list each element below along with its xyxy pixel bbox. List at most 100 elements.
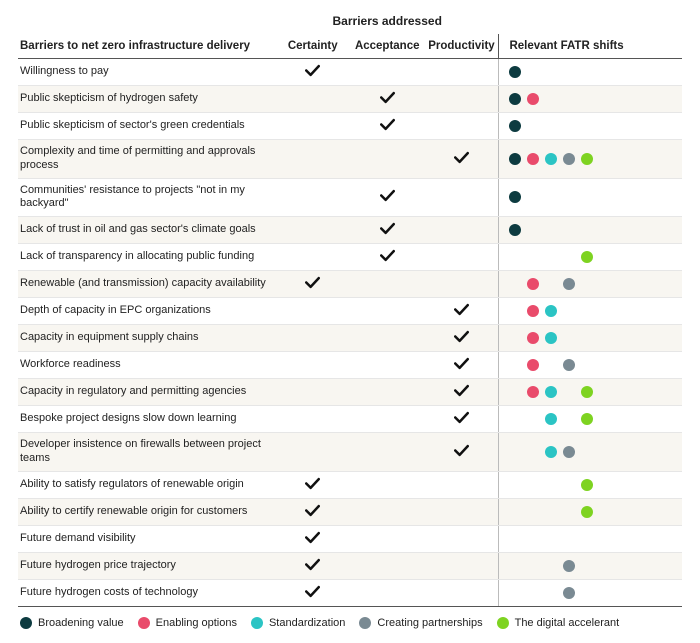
cell-acceptance — [350, 406, 424, 433]
barrier-label: Depth of capacity in EPC organizations — [18, 298, 276, 325]
table-row: Future hydrogen costs of technology — [18, 579, 682, 606]
shift-dot-standardization — [545, 305, 557, 317]
legend-label: The digital accelerant — [515, 617, 620, 629]
cell-productivity — [424, 59, 498, 86]
table-row: Future hydrogen price trajectory — [18, 552, 682, 579]
col-header-certainty: Certainty — [276, 34, 350, 59]
cell-shifts — [499, 433, 682, 472]
barrier-label: Workforce readiness — [18, 352, 276, 379]
cell-productivity — [424, 552, 498, 579]
cell-certainty — [276, 298, 350, 325]
barrier-label: Lack of trust in oil and gas sector's cl… — [18, 217, 276, 244]
cell-shifts — [499, 271, 682, 298]
shift-dot-enabling — [527, 305, 539, 317]
cell-certainty — [276, 140, 350, 179]
col-header-productivity: Productivity — [424, 34, 498, 59]
barrier-label: Ability to satisfy regulators of renewab… — [18, 471, 276, 498]
cell-certainty — [276, 352, 350, 379]
cell-certainty — [276, 217, 350, 244]
check-icon — [305, 280, 320, 292]
table-row: Ability to certify renewable origin for … — [18, 498, 682, 525]
table-row: Workforce readiness — [18, 352, 682, 379]
legend-dot-digital — [497, 617, 509, 629]
cell-shifts — [499, 244, 682, 271]
shift-dot-enabling — [527, 386, 539, 398]
cell-certainty — [276, 271, 350, 298]
shift-dot-standardization — [545, 386, 557, 398]
shift-dot-standardization — [545, 413, 557, 425]
cell-acceptance — [350, 140, 424, 179]
shift-dot-enabling — [527, 332, 539, 344]
check-icon — [305, 481, 320, 493]
col-header-acceptance: Acceptance — [350, 34, 424, 59]
barrier-label: Renewable (and transmission) capacity av… — [18, 271, 276, 298]
table-row: Capacity in regulatory and permitting ag… — [18, 379, 682, 406]
cell-certainty — [276, 471, 350, 498]
cell-acceptance — [350, 298, 424, 325]
barrier-label: Developer insistence on firewalls betwee… — [18, 433, 276, 472]
check-icon — [305, 68, 320, 80]
cell-certainty — [276, 579, 350, 606]
legend-dot-enabling — [138, 617, 150, 629]
shift-dot-standardization — [545, 153, 557, 165]
cell-shifts — [499, 325, 682, 352]
check-icon — [380, 193, 395, 205]
shift-dot-broadening — [509, 93, 521, 105]
table-row: Developer insistence on firewalls betwee… — [18, 433, 682, 472]
shift-dot-broadening — [509, 224, 521, 236]
cell-acceptance — [350, 113, 424, 140]
barrier-label: Lack of transparency in allocating publi… — [18, 244, 276, 271]
cell-certainty — [276, 178, 350, 217]
barrier-label: Future hydrogen price trajectory — [18, 552, 276, 579]
barrier-label: Willingness to pay — [18, 59, 276, 86]
cell-acceptance — [350, 271, 424, 298]
cell-productivity — [424, 498, 498, 525]
cell-productivity — [424, 244, 498, 271]
cell-shifts — [499, 113, 682, 140]
legend-item-standardization: Standardization — [251, 617, 345, 629]
table-row: Renewable (and transmission) capacity av… — [18, 271, 682, 298]
cell-productivity — [424, 217, 498, 244]
cell-acceptance — [350, 325, 424, 352]
table-row: Ability to satisfy regulators of renewab… — [18, 471, 682, 498]
table-row: Public skepticism of hydrogen safety — [18, 86, 682, 113]
barrier-label: Ability to certify renewable origin for … — [18, 498, 276, 525]
cell-shifts — [499, 552, 682, 579]
cell-shifts — [499, 498, 682, 525]
check-icon — [305, 589, 320, 601]
cell-acceptance — [350, 178, 424, 217]
shift-dot-enabling — [527, 93, 539, 105]
cell-productivity — [424, 433, 498, 472]
legend-item-enabling: Enabling options — [138, 617, 237, 629]
cell-shifts — [499, 352, 682, 379]
check-icon — [454, 155, 469, 167]
cell-shifts — [499, 140, 682, 179]
check-icon — [454, 361, 469, 373]
cell-shifts — [499, 178, 682, 217]
cell-certainty — [276, 325, 350, 352]
check-icon — [305, 508, 320, 520]
shift-dot-broadening — [509, 120, 521, 132]
cell-acceptance — [350, 433, 424, 472]
table-row: Bespoke project designs slow down learni… — [18, 406, 682, 433]
cell-acceptance — [350, 498, 424, 525]
check-icon — [454, 334, 469, 346]
shift-dot-digital — [581, 413, 593, 425]
cell-certainty — [276, 379, 350, 406]
shift-dot-partnerships — [563, 278, 575, 290]
cell-acceptance — [350, 86, 424, 113]
cell-productivity — [424, 379, 498, 406]
legend-label: Creating partnerships — [377, 617, 482, 629]
table-row: Willingness to pay — [18, 59, 682, 86]
barrier-label: Public skepticism of sector's green cred… — [18, 113, 276, 140]
barrier-label: Complexity and time of permitting and ap… — [18, 140, 276, 179]
shift-dot-digital — [581, 153, 593, 165]
shift-dot-digital — [581, 479, 593, 491]
shift-dot-partnerships — [563, 446, 575, 458]
cell-productivity — [424, 325, 498, 352]
shift-dot-standardization — [545, 332, 557, 344]
legend-item-broadening: Broadening value — [20, 617, 124, 629]
check-icon — [454, 415, 469, 427]
cell-productivity — [424, 471, 498, 498]
check-icon — [380, 95, 395, 107]
